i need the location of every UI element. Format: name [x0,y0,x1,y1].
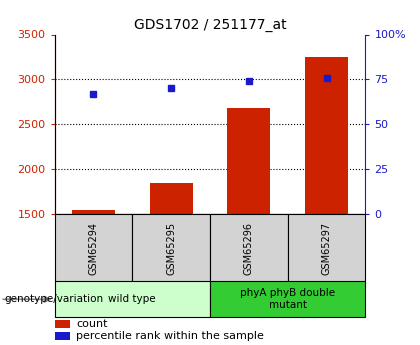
Text: percentile rank within the sample: percentile rank within the sample [76,331,264,341]
Title: GDS1702 / 251177_at: GDS1702 / 251177_at [134,18,286,32]
Text: GSM65295: GSM65295 [166,222,176,275]
Bar [210,214,288,283]
Text: count: count [76,319,108,329]
Text: GSM65296: GSM65296 [244,222,254,275]
Bar [55,214,132,283]
Text: wild type: wild type [108,294,156,304]
Text: genotype/variation: genotype/variation [4,294,103,304]
Bar [55,320,70,328]
Bar [55,281,210,317]
Bar [305,57,348,214]
Text: phyA phyB double
mutant: phyA phyB double mutant [240,288,335,310]
Bar [210,281,365,317]
Bar [132,214,210,283]
Bar [150,184,192,214]
Bar [228,108,270,214]
Bar [288,214,365,283]
Text: GSM65297: GSM65297 [322,222,331,275]
Bar [72,210,115,214]
Bar [55,332,70,340]
Text: GSM65294: GSM65294 [89,222,98,275]
